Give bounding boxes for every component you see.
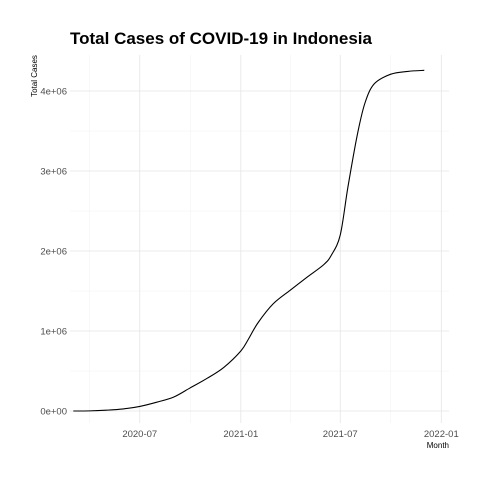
y-tick-label: 1e+06 xyxy=(40,327,67,338)
x-tick-label: 2022-01 xyxy=(424,429,459,440)
grid xyxy=(70,55,449,423)
chart-title: Total Cases of COVID-19 in Indonesia xyxy=(70,29,373,48)
y-tick-label: 3e+06 xyxy=(40,167,67,178)
tick-labels: 0e+00 1e+06 2e+06 3e+06 4e+06 2020-07 2021-01 2… xyxy=(40,87,458,441)
x-axis-title: Month xyxy=(427,441,449,450)
x-tick-label: 2021-01 xyxy=(223,429,258,440)
y-tick-label: 2e+06 xyxy=(40,247,67,258)
y-tick-label: 0e+00 xyxy=(40,407,67,418)
y-axis-title: Total Cases xyxy=(30,55,39,97)
x-tick-label: 2020-07 xyxy=(122,429,157,440)
series-line xyxy=(73,69,425,412)
y-tick-label: 4e+06 xyxy=(40,87,67,98)
x-tick-label: 2021-07 xyxy=(323,429,358,440)
series-layer xyxy=(73,69,425,412)
